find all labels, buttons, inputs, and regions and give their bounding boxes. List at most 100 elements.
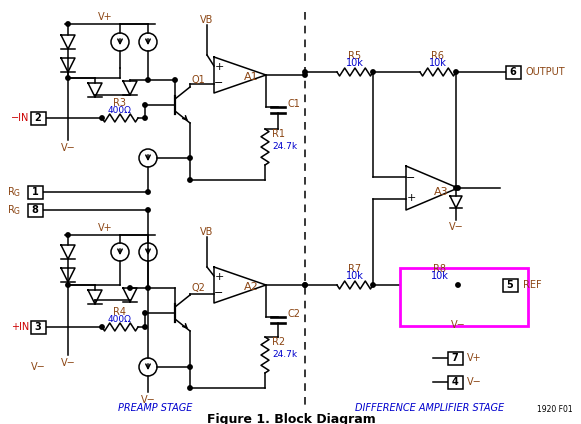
Circle shape	[303, 73, 307, 77]
Text: V−: V−	[451, 320, 465, 330]
Circle shape	[143, 311, 147, 315]
Circle shape	[128, 286, 132, 290]
Text: A3: A3	[434, 187, 449, 197]
Circle shape	[143, 325, 147, 329]
Text: Q2: Q2	[191, 283, 205, 293]
Text: −: −	[214, 78, 224, 88]
Bar	[27, 204, 42, 217]
Circle shape	[66, 233, 70, 237]
Circle shape	[188, 365, 192, 369]
Text: 6: 6	[510, 67, 517, 77]
Text: R1: R1	[272, 129, 285, 139]
Circle shape	[456, 283, 460, 287]
Circle shape	[146, 190, 150, 194]
Text: Figure 1. Block Diagram: Figure 1. Block Diagram	[207, 413, 375, 424]
Circle shape	[100, 116, 104, 120]
Text: −: −	[406, 173, 415, 183]
Text: C1: C1	[288, 99, 301, 109]
Circle shape	[371, 283, 375, 287]
FancyBboxPatch shape	[400, 268, 528, 326]
Circle shape	[146, 286, 150, 290]
Text: Q1: Q1	[191, 75, 205, 85]
Text: 400Ω: 400Ω	[108, 315, 132, 324]
Circle shape	[173, 78, 177, 82]
Text: VB: VB	[200, 15, 214, 25]
Circle shape	[303, 70, 307, 74]
Text: V−: V−	[31, 362, 45, 372]
Text: −IN: −IN	[11, 113, 29, 123]
Circle shape	[146, 208, 150, 212]
Text: C2: C2	[288, 309, 301, 319]
Text: 7: 7	[451, 353, 458, 363]
Text: R2: R2	[272, 337, 285, 347]
Bar	[30, 321, 45, 334]
Text: 400Ω: 400Ω	[108, 106, 132, 115]
Text: −: −	[214, 288, 224, 298]
Text: R8: R8	[433, 264, 447, 274]
Text: REF: REF	[523, 280, 541, 290]
Circle shape	[454, 186, 458, 190]
Text: PREAMP STAGE: PREAMP STAGE	[118, 403, 192, 413]
Text: V−: V−	[467, 377, 482, 387]
Circle shape	[66, 283, 70, 287]
Text: +IN: +IN	[11, 322, 29, 332]
Text: +: +	[406, 193, 415, 203]
Text: 3: 3	[35, 322, 41, 332]
Text: G: G	[14, 190, 20, 198]
Circle shape	[66, 22, 70, 26]
Circle shape	[188, 178, 192, 182]
Bar	[30, 112, 45, 125]
Text: R: R	[8, 187, 15, 197]
Bar	[447, 351, 462, 365]
Text: V−: V−	[60, 143, 76, 153]
Circle shape	[456, 186, 460, 190]
Text: 1920 F01: 1920 F01	[537, 405, 573, 415]
Circle shape	[303, 283, 307, 287]
Text: 24.7k: 24.7k	[272, 142, 297, 151]
Text: 8: 8	[31, 205, 38, 215]
Text: V+: V+	[98, 12, 112, 22]
Text: 10k: 10k	[346, 58, 364, 68]
Circle shape	[100, 325, 104, 329]
Circle shape	[188, 156, 192, 160]
Text: 24.7k: 24.7k	[272, 350, 297, 359]
Bar	[27, 186, 42, 198]
Text: R6: R6	[432, 51, 444, 61]
Circle shape	[143, 103, 147, 107]
Text: DIFFERENCE AMPLIFIER STAGE: DIFFERENCE AMPLIFIER STAGE	[356, 403, 504, 413]
Text: +: +	[214, 272, 224, 282]
Text: G: G	[14, 207, 20, 217]
Circle shape	[454, 70, 458, 74]
Circle shape	[143, 116, 147, 120]
Text: V−: V−	[141, 395, 155, 405]
Text: V−: V−	[449, 222, 464, 232]
Text: 4: 4	[451, 377, 458, 387]
Text: V+: V+	[467, 353, 482, 363]
Circle shape	[146, 78, 150, 82]
Text: +: +	[214, 62, 224, 72]
Text: A1: A1	[244, 72, 259, 82]
Text: 2: 2	[35, 113, 41, 123]
Bar	[447, 376, 462, 388]
Text: R3: R3	[113, 98, 127, 108]
Text: R: R	[8, 205, 15, 215]
Text: 10k: 10k	[429, 58, 447, 68]
Circle shape	[303, 283, 307, 287]
Circle shape	[371, 70, 375, 74]
Text: 10k: 10k	[346, 271, 364, 281]
Text: OUTPUT: OUTPUT	[526, 67, 566, 77]
Text: R5: R5	[349, 51, 361, 61]
Text: V+: V+	[98, 223, 112, 233]
Text: VB: VB	[200, 227, 214, 237]
Text: R4: R4	[113, 307, 127, 317]
Bar	[505, 65, 521, 78]
Bar	[503, 279, 518, 292]
Circle shape	[66, 76, 70, 80]
Text: R7: R7	[349, 264, 361, 274]
Text: 1: 1	[31, 187, 38, 197]
Text: V−: V−	[60, 358, 76, 368]
Text: 5: 5	[507, 280, 514, 290]
Text: A2: A2	[244, 282, 259, 292]
Text: 10k: 10k	[431, 271, 449, 281]
Circle shape	[188, 386, 192, 390]
